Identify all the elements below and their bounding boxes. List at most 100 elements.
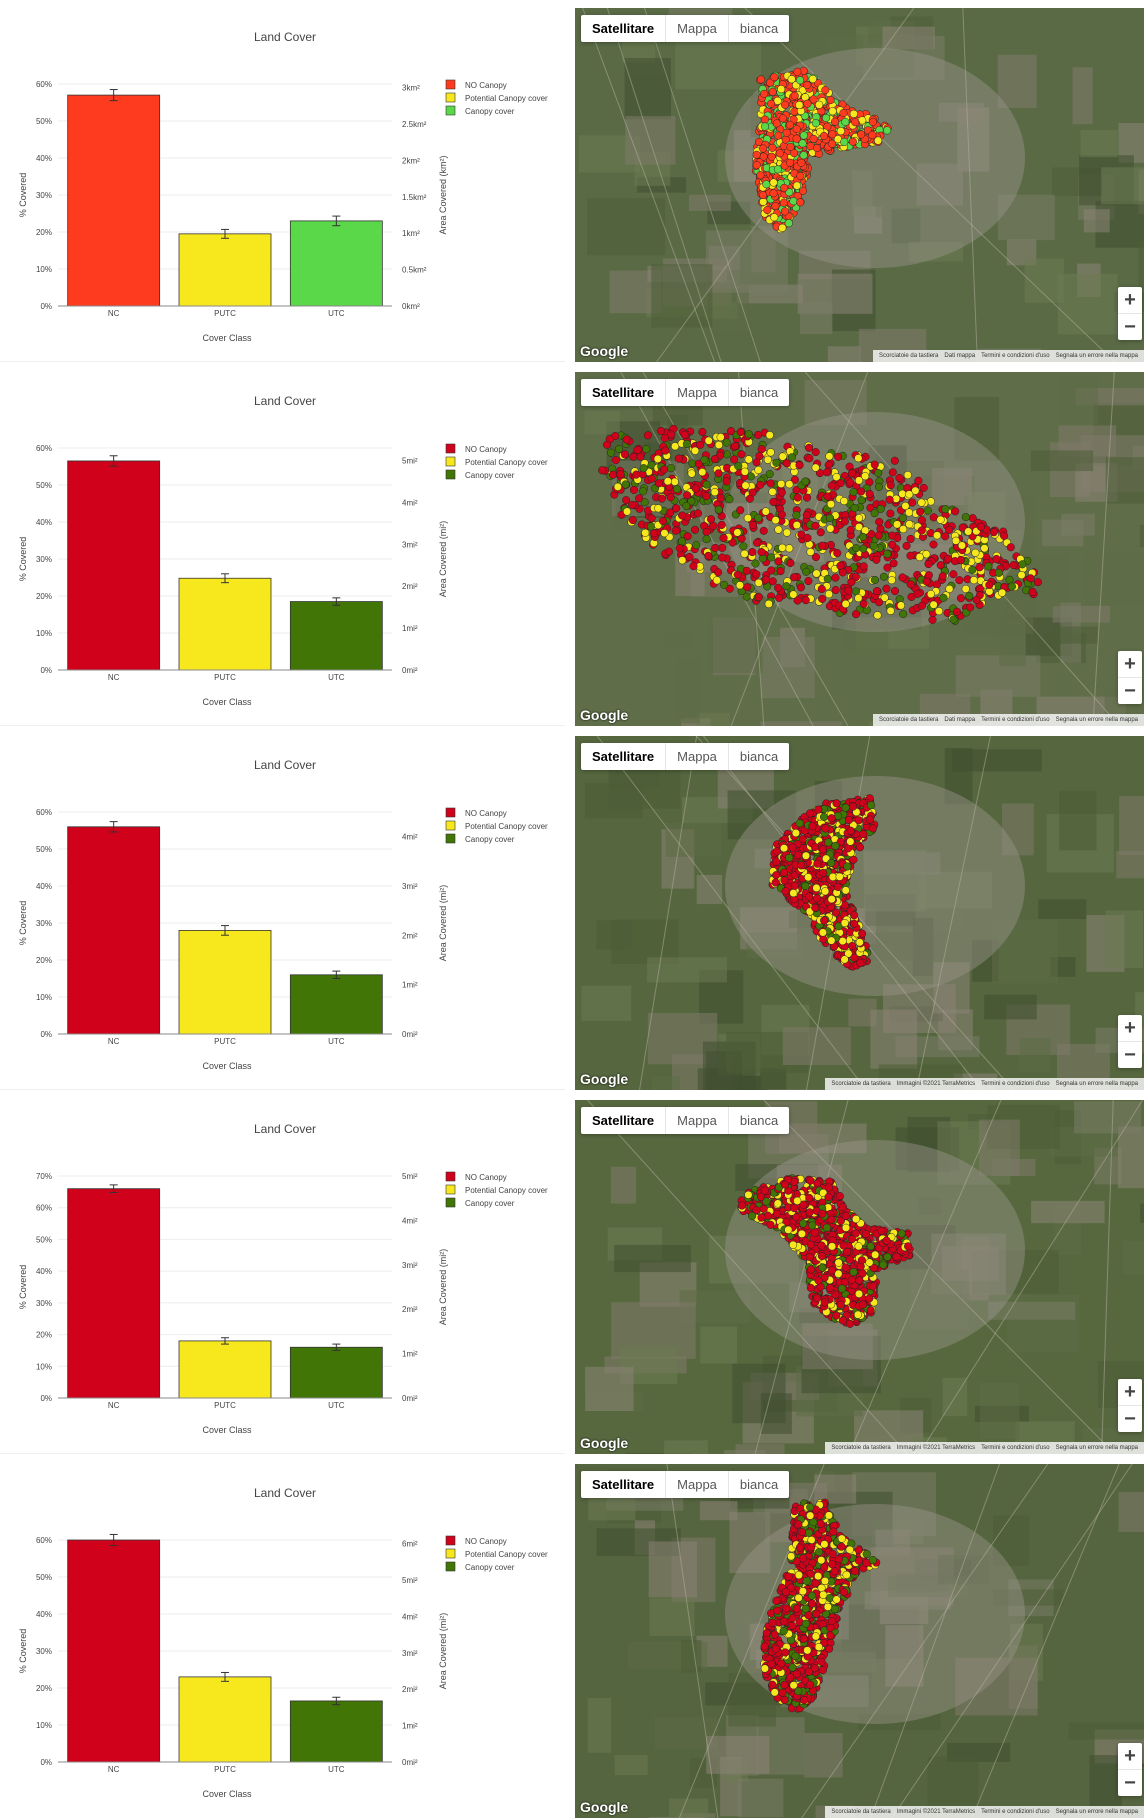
bar-putc <box>179 930 271 1034</box>
attribution-link[interactable]: Scorciatoie da tastiera <box>879 353 938 359</box>
sample-point <box>691 526 699 534</box>
zoom-in-button[interactable]: + <box>1118 1379 1142 1406</box>
attribution-link[interactable]: Immagini ©2021 TerraMetrics <box>897 1081 975 1087</box>
sample-point <box>846 1256 854 1264</box>
map-type-bianca[interactable]: bianca <box>729 379 789 406</box>
sample-point <box>1007 543 1015 551</box>
sample-point <box>870 542 878 550</box>
sample-point <box>837 127 845 135</box>
sample-point <box>777 85 785 93</box>
terrain-patch <box>1119 796 1144 855</box>
attribution-link[interactable]: Scorciatoie da tastiera <box>831 1445 890 1451</box>
attribution-link[interactable]: Segnala un errore nella mappa <box>1056 353 1138 359</box>
zoom-out-button[interactable]: − <box>1118 1042 1142 1068</box>
sample-point <box>930 601 938 609</box>
sample-point <box>799 140 807 148</box>
sample-point <box>825 590 833 598</box>
sample-point <box>803 494 811 502</box>
sample-point <box>851 118 859 126</box>
sample-point <box>788 453 796 461</box>
sample-point <box>770 213 778 221</box>
x-tick-label: NC <box>108 673 120 682</box>
sample-point <box>694 510 702 518</box>
sample-point <box>803 511 811 519</box>
terrain-patch <box>666 823 722 857</box>
sample-point <box>950 570 958 578</box>
x-tick-label: PUTC <box>214 673 236 682</box>
map-type-satellitare[interactable]: Satellitare <box>581 379 666 406</box>
sample-point <box>887 607 895 615</box>
map-type-satellitare[interactable]: Satellitare <box>581 743 666 770</box>
bar-putc <box>179 234 271 306</box>
map-type-mappa[interactable]: Mappa <box>666 15 729 42</box>
y2-axis-title: Area Covered (km²) <box>438 155 448 234</box>
attribution-link[interactable]: Termini e condizioni d'uso <box>981 1081 1050 1087</box>
sample-point <box>850 912 858 920</box>
attribution-link[interactable]: Segnala un errore nella mappa <box>1056 717 1138 723</box>
sample-point <box>809 1222 817 1230</box>
y2-tick-label: 0mi² <box>402 1394 418 1403</box>
map-type-bianca[interactable]: bianca <box>729 15 789 42</box>
sample-point <box>799 1220 807 1228</box>
sample-point <box>916 508 924 516</box>
y2-tick-label: 0mi² <box>402 1030 418 1039</box>
sample-point <box>862 1230 870 1238</box>
attribution-link[interactable]: Immagini ©2021 TerraMetrics <box>897 1445 975 1451</box>
sample-point <box>865 1295 873 1303</box>
sample-point <box>841 919 849 927</box>
attribution-link[interactable]: Dati mappa <box>944 717 975 723</box>
legend-swatch <box>446 80 455 89</box>
y2-axis-title: Area Covered (mi²) <box>438 1249 448 1326</box>
bar-putc <box>179 578 271 670</box>
sample-point <box>950 616 958 624</box>
x-axis-title: Cover Class <box>202 1061 252 1071</box>
sample-point <box>786 121 794 129</box>
sample-point <box>819 869 827 877</box>
attribution-link[interactable]: Segnala un errore nella mappa <box>1056 1445 1138 1451</box>
legend-label: Canopy cover <box>465 107 515 116</box>
zoom-out-button[interactable]: − <box>1118 1406 1142 1432</box>
sample-point <box>664 477 672 485</box>
sample-point <box>841 518 849 526</box>
map-type-mappa[interactable]: Mappa <box>666 379 729 406</box>
terrain-patch <box>584 410 619 434</box>
attribution-link[interactable]: Dati mappa <box>944 353 975 359</box>
legend-label: Canopy cover <box>465 835 515 844</box>
map-type-bianca[interactable]: bianca <box>729 743 789 770</box>
google-logo: Google <box>580 707 628 723</box>
sample-point <box>833 549 841 557</box>
sample-point <box>811 843 819 851</box>
attribution-link[interactable]: Termini e condizioni d'uso <box>981 353 1050 359</box>
sample-point <box>762 508 770 516</box>
map-type-satellitare[interactable]: Satellitare <box>581 15 666 42</box>
y2-tick-label: 2mi² <box>402 582 418 591</box>
zoom-in-button[interactable]: + <box>1118 1015 1142 1042</box>
map-type-bianca[interactable]: bianca <box>729 1107 789 1134</box>
sample-point <box>811 1229 819 1237</box>
attribution-link[interactable]: Termini e condizioni d'uso <box>981 1445 1050 1451</box>
sample-point <box>813 144 821 152</box>
terrain-patch <box>700 1501 738 1520</box>
zoom-in-button[interactable]: + <box>1118 287 1142 314</box>
attribution-link[interactable]: Scorciatoie da tastiera <box>879 717 938 723</box>
map-type-satellitare[interactable]: Satellitare <box>581 1107 666 1134</box>
map-type-mappa[interactable]: Mappa <box>666 1107 729 1134</box>
map-type-mappa[interactable]: Mappa <box>666 743 729 770</box>
sample-point <box>683 440 691 448</box>
attribution-link[interactable]: Scorciatoie da tastiera <box>831 1081 890 1087</box>
attribution-link[interactable]: Segnala un errore nella mappa <box>1056 1081 1138 1087</box>
zoom-in-button[interactable]: + <box>1118 651 1142 678</box>
sample-point <box>800 132 808 140</box>
chart-title: Land Cover <box>254 758 316 772</box>
sample-point <box>925 560 933 568</box>
zoom-out-button[interactable]: − <box>1118 678 1142 704</box>
sample-point <box>800 151 808 159</box>
sample-point <box>789 1241 797 1249</box>
attribution-link[interactable]: Termini e condizioni d'uso <box>981 717 1050 723</box>
zoom-out-button[interactable]: − <box>1118 314 1142 340</box>
